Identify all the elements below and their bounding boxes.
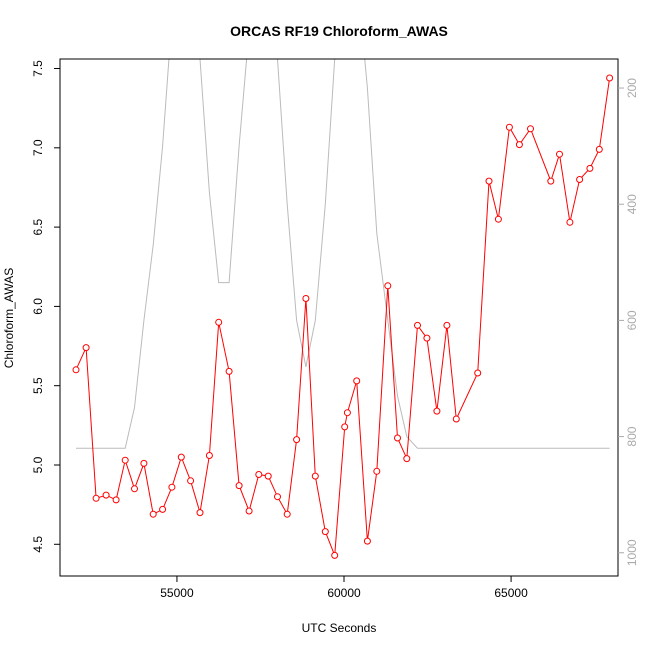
data-point [196, 509, 204, 517]
data-point [112, 496, 120, 504]
chart-title: ORCAS RF19 Chloroform_AWAS [230, 23, 448, 39]
y2-tick-label: 400 [625, 194, 639, 214]
data-point [159, 505, 167, 513]
y-tick-label: 5.0 [31, 456, 45, 473]
data-point [384, 282, 392, 290]
data-point [373, 467, 381, 475]
y-axis-label: Chloroform_AWAS [2, 268, 16, 368]
data-point [443, 321, 451, 329]
data-point [177, 453, 185, 461]
data-point [494, 215, 502, 223]
data-point [235, 482, 243, 490]
data-point [82, 344, 90, 352]
y-tick-label: 7.5 [31, 60, 45, 77]
data-point [283, 510, 291, 518]
data-point [505, 123, 513, 131]
data-point [225, 367, 233, 375]
data-point [205, 452, 213, 459]
data-point [168, 483, 176, 491]
y2-tick-label: 1000 [625, 539, 639, 566]
y2-tick-label: 600 [625, 310, 639, 330]
data-point [187, 477, 195, 485]
data-point [302, 295, 310, 302]
data-point [343, 409, 351, 417]
data-point [215, 318, 223, 326]
plot-frame [59, 58, 619, 577]
y-tick-label: 7.0 [31, 139, 45, 156]
data-point [547, 177, 555, 185]
data-point [394, 434, 401, 442]
data-point [556, 150, 563, 158]
data-point [433, 407, 441, 415]
data-point [566, 218, 574, 226]
data-point [485, 177, 493, 185]
data-point [245, 507, 253, 515]
data-point [341, 423, 349, 431]
data-point [452, 415, 460, 423]
data-point [515, 141, 523, 149]
data-point [423, 334, 431, 342]
data-point [595, 145, 603, 153]
y-tick-label: 6.0 [31, 298, 45, 315]
data-point [586, 164, 594, 172]
x-tick-label: 55000 [160, 586, 194, 600]
data-point [131, 485, 138, 493]
y-tick-label: 6.5 [31, 218, 45, 235]
data-point [255, 471, 263, 478]
data-point [403, 455, 411, 463]
y-tick-label: 5.5 [31, 377, 45, 394]
primary-series-line [75, 77, 611, 556]
data-point [274, 493, 281, 501]
data-point [149, 510, 157, 518]
data-point [102, 491, 110, 499]
data-point [140, 459, 148, 467]
data-point [72, 366, 80, 374]
data-point [576, 176, 584, 183]
data-point [606, 74, 614, 82]
data-point [353, 377, 361, 385]
x-axis-label: UTC Seconds [302, 621, 377, 635]
data-point [527, 125, 534, 133]
data-point [92, 494, 100, 502]
plot-area: 55000 60000 65000 4.5 5.0 5.5 6.0 6.5 7.0 7.5 200 4… [31, 58, 639, 600]
data-point [414, 321, 421, 329]
data-point [321, 528, 329, 536]
secondary-series-line [76, 59, 610, 449]
data-point [363, 537, 371, 545]
data-point [311, 472, 319, 480]
x-tick-label: 60000 [327, 586, 361, 600]
y-tick-label: 4.5 [31, 536, 45, 553]
y2-tick-label: 800 [625, 426, 639, 446]
data-point [121, 456, 129, 464]
data-point [264, 472, 272, 480]
y2-tick-label: 200 [625, 78, 639, 98]
data-point [474, 369, 482, 377]
x-tick-label: 65000 [494, 586, 528, 600]
data-point [293, 436, 301, 444]
data-point [331, 551, 339, 559]
